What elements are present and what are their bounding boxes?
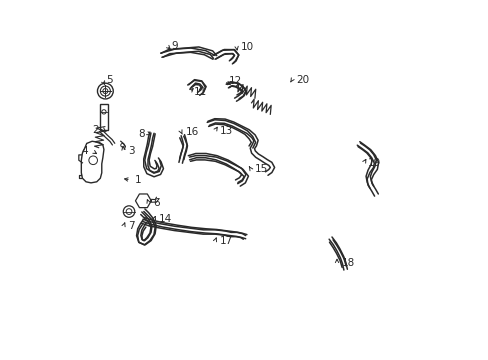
Text: 8: 8 xyxy=(138,129,144,139)
Text: 1: 1 xyxy=(135,175,142,185)
Text: 14: 14 xyxy=(158,215,171,224)
Text: 12: 12 xyxy=(228,76,241,86)
Text: 4: 4 xyxy=(81,146,88,156)
Text: 13: 13 xyxy=(219,126,232,135)
Text: 15: 15 xyxy=(255,164,268,174)
Text: 18: 18 xyxy=(341,258,354,268)
Text: 9: 9 xyxy=(171,41,177,50)
Text: 2: 2 xyxy=(92,125,99,135)
Text: 7: 7 xyxy=(128,221,134,231)
Text: 17: 17 xyxy=(219,236,232,246)
Text: 20: 20 xyxy=(296,75,309,85)
Text: 10: 10 xyxy=(241,42,254,51)
Text: 11: 11 xyxy=(193,87,206,97)
Text: 5: 5 xyxy=(106,75,113,85)
Text: 16: 16 xyxy=(185,127,198,136)
Text: 19: 19 xyxy=(367,158,381,168)
Text: 6: 6 xyxy=(153,198,160,208)
Text: 3: 3 xyxy=(128,145,134,156)
